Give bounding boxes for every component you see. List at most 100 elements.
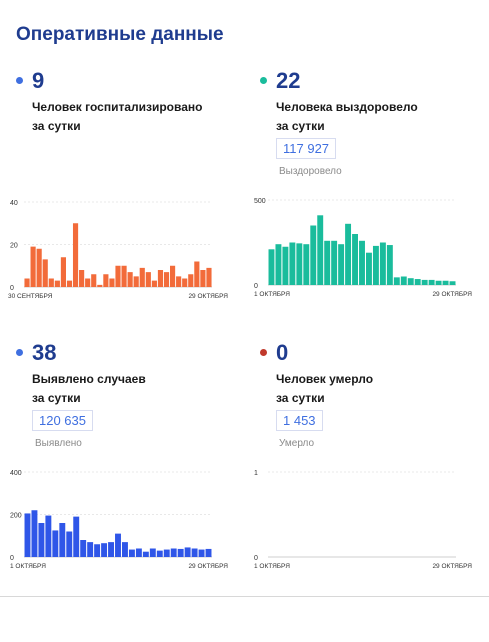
bar [127, 272, 133, 287]
total-caption: Выявлено [35, 438, 82, 449]
panel-label-line1: Человека выздоровело [276, 100, 418, 114]
y-tick-label: 0 [10, 555, 14, 562]
bar [366, 252, 372, 285]
bar [133, 276, 139, 287]
daily-number: 22 [276, 68, 301, 93]
bar [145, 272, 151, 287]
bar [121, 265, 127, 287]
panel-label-line1: Человек госпитализировано [32, 100, 203, 114]
bar [338, 244, 345, 285]
bar [191, 548, 198, 557]
bar [331, 240, 338, 285]
daily-number: 9 [32, 68, 45, 93]
daily-number: 0 [276, 340, 289, 365]
bar [31, 510, 38, 557]
status-dot-icon [16, 349, 23, 356]
bar [101, 543, 108, 557]
bar [310, 225, 317, 285]
bar [94, 544, 101, 557]
x-end-label: 29 ОКТЯБРЯ [188, 563, 228, 570]
bar [139, 267, 145, 287]
bar [317, 215, 324, 285]
bar [435, 280, 442, 285]
bar [73, 516, 80, 557]
bar [177, 548, 184, 557]
bar [66, 531, 73, 557]
bar [386, 245, 393, 285]
bar [115, 533, 121, 557]
y-tick-label: 0 [254, 283, 258, 290]
x-start-label: 1 ОКТЯБРЯ [254, 291, 290, 298]
y-tick-label: 0 [254, 555, 258, 562]
bar [60, 257, 66, 287]
panel-label: Человек госпитализировано за сутки [32, 98, 212, 136]
bar [163, 272, 170, 287]
bar [79, 270, 85, 287]
bar [87, 542, 94, 557]
panel-label-line2: за сутки [32, 119, 81, 133]
bar [149, 548, 156, 557]
panel-label: Выявлено случаев за сутки [32, 370, 212, 408]
bar [170, 548, 177, 557]
page-title: Оперативные данные [16, 24, 224, 45]
bar [30, 246, 36, 287]
bar [85, 278, 91, 287]
x-end-label: 29 ОКТЯБРЯ [432, 563, 472, 570]
bar [45, 515, 52, 557]
bar [38, 523, 45, 557]
status-dot-icon [16, 77, 23, 84]
bar [151, 280, 157, 287]
bar [407, 278, 414, 285]
bar [303, 244, 310, 285]
y-tick-label: 40 [10, 200, 18, 207]
x-end-label: 29 ОКТЯБРЯ [188, 293, 228, 300]
status-dot-icon [260, 349, 267, 356]
bar [97, 284, 103, 287]
bar [200, 270, 206, 287]
bar [400, 276, 407, 285]
y-tick-label: 0 [10, 285, 14, 292]
bar [421, 279, 428, 285]
y-tick-label: 20 [10, 243, 18, 250]
total-badge: 1 453 [276, 410, 323, 431]
x-start-label: 30 СЕНТЯБРЯ [8, 293, 53, 300]
bar [198, 549, 205, 557]
panel-label: Человек умерло за сутки [276, 370, 456, 408]
bar [442, 280, 449, 285]
bar [157, 270, 164, 287]
panel-label-line2: за сутки [276, 119, 325, 133]
bar [170, 265, 176, 287]
bar [128, 549, 135, 557]
bar [135, 548, 142, 557]
bar [176, 276, 182, 287]
bar [275, 244, 282, 285]
y-tick-label: 500 [254, 198, 266, 205]
bar [24, 513, 31, 557]
bar [188, 274, 194, 287]
bar [282, 246, 289, 285]
bar [268, 249, 275, 285]
detected-chart: 0 200 400 1 ОКТЯБРЯ 29 ОКТЯБРЯ [10, 470, 228, 570]
bar [205, 548, 212, 557]
x-start-label: 1 ОКТЯБРЯ [254, 563, 290, 570]
x-start-label: 1 ОКТЯБРЯ [10, 563, 46, 570]
bar [352, 234, 358, 285]
bar [80, 540, 87, 557]
bottom-divider [0, 596, 489, 597]
bar [345, 223, 352, 285]
bar [428, 279, 435, 285]
bar [59, 523, 66, 557]
bar [36, 248, 42, 287]
bar [156, 550, 163, 557]
status-dot-icon [260, 77, 267, 84]
recovered-chart: 0 500 1 ОКТЯБРЯ 29 ОКТЯБРЯ [254, 198, 472, 298]
bar [359, 240, 365, 285]
bar [42, 259, 48, 287]
bar [184, 547, 191, 557]
panel-label-line2: за сутки [276, 391, 325, 405]
total-caption: Выздоровело [279, 166, 342, 177]
bar [289, 242, 296, 285]
bar [122, 542, 128, 557]
bar [91, 274, 97, 287]
total-badge: 117 927 [276, 138, 337, 159]
